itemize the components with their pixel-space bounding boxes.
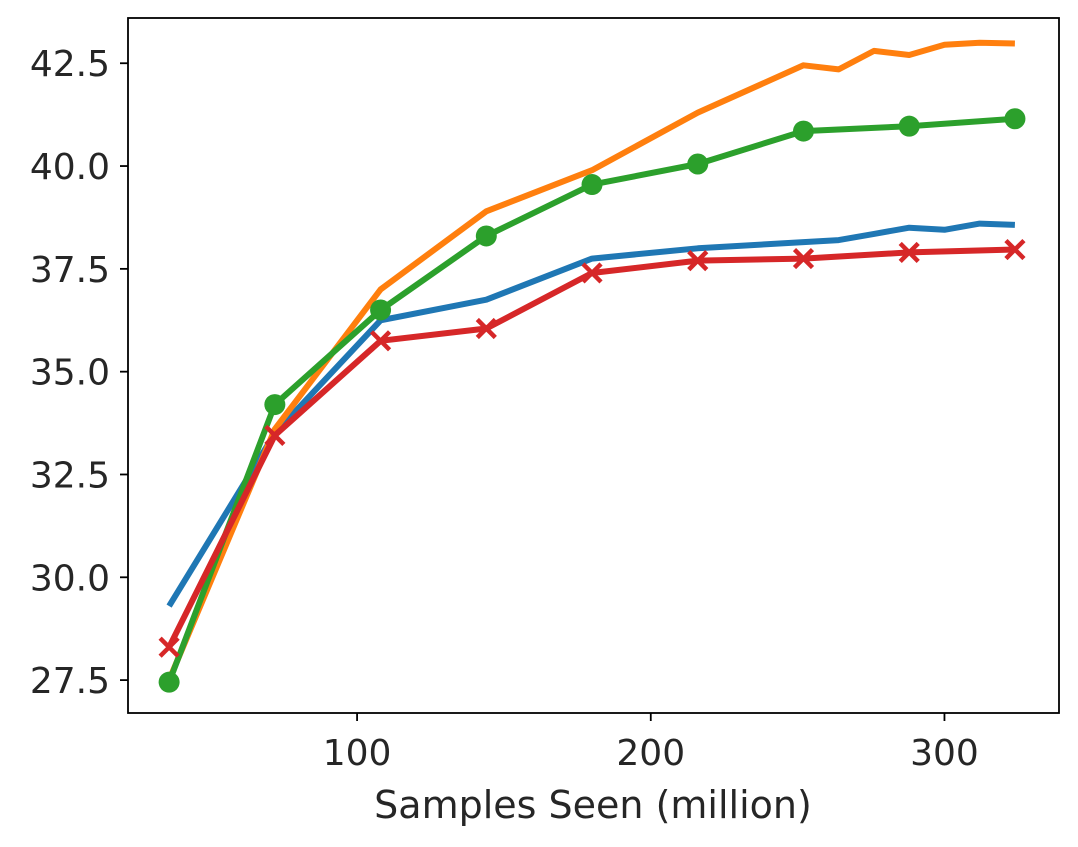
data-point-green (581, 174, 603, 196)
ticks-layer: 100 200 300 27.5 30.0 32.5 35.0 37.5 40.0 42.5 (30, 44, 979, 774)
data-point-red (369, 330, 392, 352)
x-tick-label: 200 (616, 733, 685, 774)
series-layer (158, 39, 1026, 693)
data-point-red (687, 250, 709, 272)
data-point-green (264, 394, 286, 416)
data-point-red (158, 636, 180, 658)
data-point-green (158, 671, 180, 693)
series-orange (166, 39, 1015, 682)
x-tick-label: 300 (910, 733, 979, 774)
data-point-green (1004, 108, 1026, 130)
data-point-red (792, 247, 815, 270)
data-point-green (792, 120, 814, 142)
data-point-red (264, 424, 286, 447)
data-point-red (475, 317, 497, 340)
y-tick-label: 32.5 (30, 455, 110, 496)
y-tick-label: 40.0 (30, 147, 110, 188)
plot-frame (127, 17, 1060, 714)
data-point-green (370, 299, 392, 321)
y-tick-label: 42.5 (30, 44, 110, 85)
y-tick-label: 30.0 (30, 558, 110, 599)
y-tick-label: 37.5 (30, 250, 110, 291)
x-axis-title: Samples Seen (million) (374, 783, 812, 827)
series-red (158, 238, 1026, 658)
data-point-green (687, 153, 709, 175)
data-point-green (898, 115, 920, 137)
data-point-red (1004, 238, 1026, 261)
data-point-red (898, 241, 920, 263)
data-point-red (581, 262, 603, 284)
y-tick-label: 27.5 (30, 661, 110, 702)
x-tick-label: 100 (323, 733, 392, 774)
data-point-green (475, 225, 497, 247)
y-tick-label: 35.0 (30, 353, 110, 394)
series-line-orange (166, 39, 1015, 682)
series-green (158, 108, 1026, 693)
